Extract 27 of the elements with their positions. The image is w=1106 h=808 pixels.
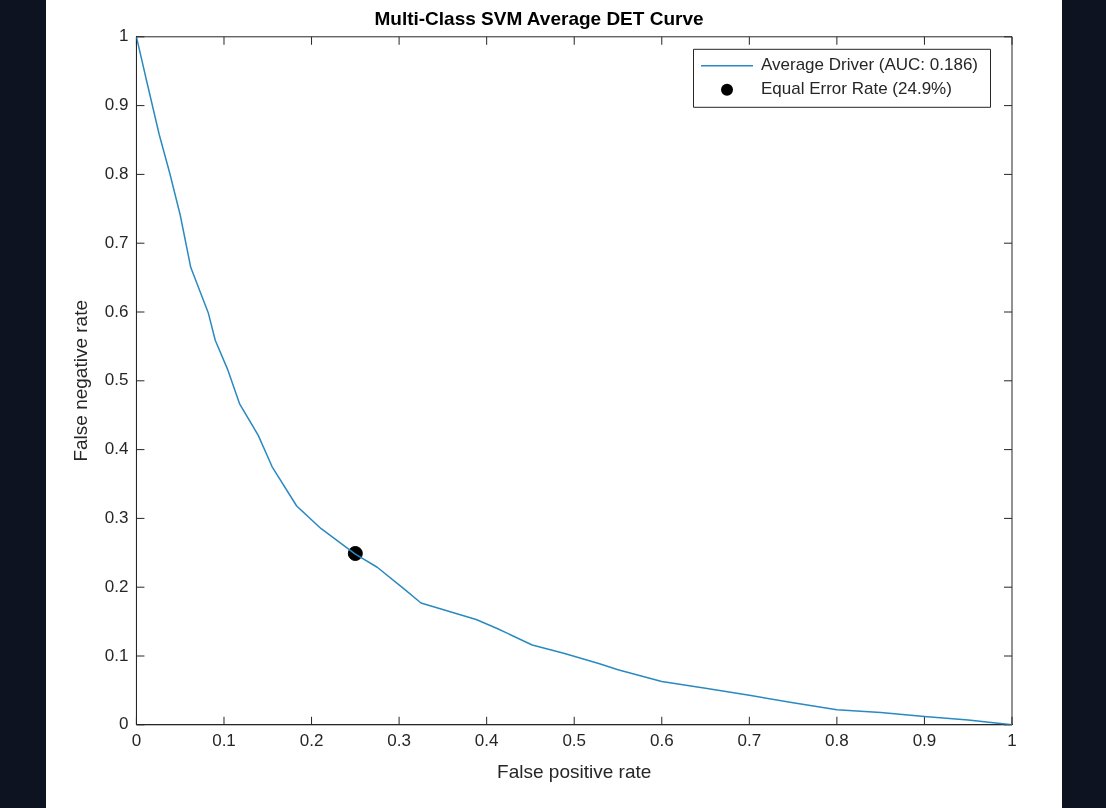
chart-title: Multi-Class SVM Average DET Curve — [374, 7, 704, 29]
x-tick-label: 0 — [131, 730, 142, 750]
x-tick-label: 0.1 — [212, 730, 236, 750]
y-tick-label: 1 — [118, 26, 129, 46]
y-tick-label: 0.2 — [104, 576, 129, 596]
x-tick-label: 0.8 — [825, 730, 849, 750]
y-tick-label: 0 — [118, 714, 129, 734]
x-tick-label: 0.4 — [474, 730, 499, 750]
legend-label: Average Driver (AUC: 0.186) — [761, 55, 979, 75]
y-axis-title: False negative rate — [69, 300, 91, 462]
x-tick-label: 0.2 — [299, 730, 324, 750]
x-tick-label: 1 — [1007, 730, 1017, 750]
y-tick-label: 0.6 — [104, 301, 129, 321]
y-tick-label: 0.4 — [104, 439, 129, 459]
x-tick-label: 0.7 — [737, 730, 762, 750]
y-tick-label: 0.7 — [104, 232, 129, 252]
x-axis-title: False positive rate — [497, 760, 652, 782]
y-tick-label: 0.5 — [104, 370, 129, 390]
x-tick-label: 0.6 — [649, 730, 674, 750]
y-tick-label: 0.1 — [104, 645, 129, 665]
x-tick-label: 0.3 — [387, 730, 411, 750]
legend-label: Equal Error Rate (24.9%) — [761, 79, 952, 99]
y-tick-label: 0.9 — [104, 95, 129, 115]
y-tick-label: 0.8 — [104, 164, 129, 184]
x-tick-label: 0.9 — [912, 730, 937, 750]
y-tick-label: 0.3 — [104, 508, 129, 528]
x-tick-label: 0.5 — [562, 730, 587, 750]
